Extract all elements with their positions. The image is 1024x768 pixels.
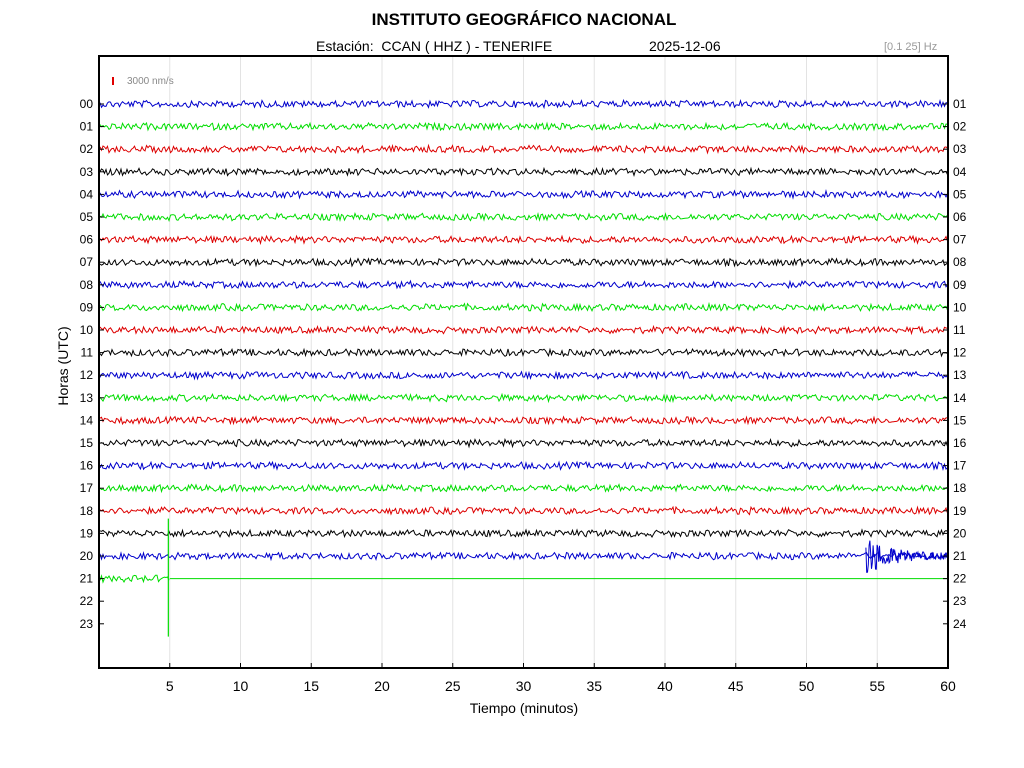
x-tick-label: 30 (516, 678, 532, 694)
right-tick-label: 24 (953, 617, 967, 631)
grid-lines (169, 56, 878, 668)
scale-bar-icon (112, 77, 114, 85)
trace-hour-06 (99, 234, 948, 246)
trace-hour-16 (99, 460, 948, 471)
x-tick-label: 35 (586, 678, 602, 694)
left-tick-label: 18 (80, 504, 94, 518)
right-tick-label: 06 (953, 210, 967, 224)
right-tick-label: 07 (953, 233, 967, 247)
trace-hour-10 (99, 324, 948, 336)
trace-hour-18 (99, 505, 948, 516)
left-tick-label: 05 (80, 210, 94, 224)
left-tick-label: 04 (80, 187, 94, 201)
x-tick-label: 15 (303, 678, 319, 694)
x-tick-label: 5 (166, 678, 174, 694)
right-tick-label: 12 (953, 346, 967, 360)
left-tick-label: 17 (80, 481, 94, 495)
right-tick-label: 03 (953, 142, 967, 156)
left-tick-label: 23 (80, 617, 94, 631)
chart-title: INSTITUTO GEOGRÁFICO NACIONAL (371, 10, 677, 29)
trace-hour-08 (99, 279, 948, 290)
trace-hour-04 (99, 189, 948, 200)
right-tick-label: 05 (953, 187, 967, 201)
left-tick-label: 08 (80, 278, 94, 292)
right-tick-label: 17 (953, 459, 967, 473)
right-tick-label: 16 (953, 436, 967, 450)
trace-hour-11 (99, 347, 948, 358)
seismic-traces (99, 98, 948, 584)
date-label: 2025-12-06 (649, 38, 721, 54)
right-tick-label: 20 (953, 526, 967, 540)
left-tick-label: 06 (80, 233, 94, 247)
left-tick-label: 00 (80, 97, 94, 111)
left-tick-label: 14 (80, 413, 94, 427)
right-tick-label: 19 (953, 504, 967, 518)
filter-band-label: [0.1 25] Hz (884, 41, 938, 53)
trace-hour-13 (99, 392, 948, 404)
x-tick-label: 55 (869, 678, 885, 694)
right-tick-label: 22 (953, 572, 967, 586)
trace-hour-17 (99, 483, 948, 494)
right-tick-label: 14 (953, 391, 967, 405)
right-tick-label: 13 (953, 368, 967, 382)
left-tick-label: 13 (80, 391, 94, 405)
right-tick-label: 18 (953, 481, 967, 495)
left-tick-label: 12 (80, 368, 94, 382)
earthquake-event (865, 540, 948, 573)
right-tick-label: 04 (953, 165, 967, 179)
right-tick-label: 01 (953, 97, 967, 111)
trace-hour-14 (99, 415, 948, 426)
seismic-events (167, 518, 948, 637)
trace-hour-00 (99, 98, 948, 110)
axis-ticks: 00 01 02 03 04 05 06 07 08 09 10 11 12 13 14 15 16 17 18 19… (80, 97, 967, 694)
left-tick-label: 02 (80, 142, 94, 156)
x-tick-label: 45 (728, 678, 744, 694)
right-tick-label: 09 (953, 278, 967, 292)
left-tick-label: 01 (80, 120, 94, 134)
x-tick-label: 25 (445, 678, 461, 694)
x-tick-label: 10 (233, 678, 249, 694)
y-axis-label: Horas (UTC) (55, 326, 71, 406)
left-tick-label: 03 (80, 165, 94, 179)
trace-hour-07 (99, 256, 948, 268)
x-tick-label: 50 (799, 678, 815, 694)
left-tick-label: 09 (80, 300, 94, 314)
x-tick-label: 60 (940, 678, 956, 694)
trace-hour-03 (99, 166, 948, 177)
trace-hour-15 (99, 437, 948, 449)
right-tick-label: 10 (953, 300, 967, 314)
x-tick-label: 40 (657, 678, 673, 694)
left-tick-label: 21 (80, 572, 94, 586)
left-tick-label: 15 (80, 436, 94, 450)
left-tick-label: 11 (81, 346, 94, 360)
right-tick-label: 08 (953, 255, 967, 269)
trace-hour-01 (99, 121, 948, 132)
right-tick-label: 21 (953, 549, 967, 563)
right-tick-label: 02 (953, 120, 967, 134)
station-label: Estación: CCAN ( HHZ ) - TENERIFE (316, 38, 553, 54)
scale-label: 3000 nm/s (127, 76, 174, 87)
right-tick-label: 15 (953, 413, 967, 427)
left-tick-label: 22 (80, 594, 94, 608)
x-axis-label: Tiempo (minutos) (469, 700, 579, 716)
left-tick-label: 16 (80, 459, 94, 473)
trace-hour-09 (99, 301, 948, 313)
trace-hour-20 (99, 551, 948, 562)
trace-hour-12 (99, 370, 948, 381)
x-tick-label: 20 (374, 678, 390, 694)
left-tick-label: 20 (80, 549, 94, 563)
left-tick-label: 10 (80, 323, 94, 337)
trace-hour-02 (99, 143, 948, 155)
left-tick-label: 19 (80, 526, 94, 540)
left-tick-label: 07 (80, 255, 94, 269)
trace-hour-19 (99, 528, 948, 539)
trace-hour-05 (99, 211, 948, 223)
right-tick-label: 11 (953, 323, 966, 337)
trace-hour-21 (99, 574, 170, 584)
right-tick-label: 23 (953, 594, 967, 608)
